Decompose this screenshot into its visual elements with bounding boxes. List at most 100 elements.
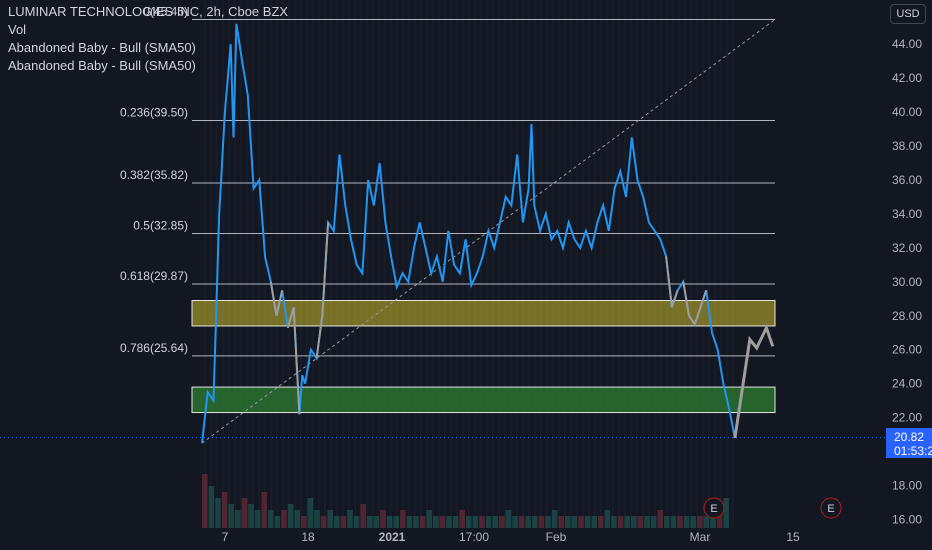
volume-bar: [485, 516, 492, 528]
volume-bar: [512, 516, 518, 528]
chart-title: LUMINAR TECHNOLOGIES INC, 2h, Cboe BZX: [8, 4, 289, 19]
volume-bar: [532, 516, 538, 528]
volume-bar: [631, 516, 637, 528]
last-price-value: 20.82: [894, 430, 925, 444]
volume-bar: [320, 516, 327, 528]
volume-bar: [479, 516, 485, 528]
volume-bar: [710, 510, 716, 528]
volume-bar: [459, 510, 465, 528]
fib-retracement[interactable]: 0(45.45) 0.236(39.50) 0.382(35.82) 0.5(32.8…: [120, 5, 775, 357]
fib-level-label: 0.236(39.50): [120, 106, 188, 120]
projection-path[interactable]: [733, 323, 775, 439]
currency-button[interactable]: USD: [890, 4, 926, 24]
y-tick-label: 34.00: [892, 207, 922, 221]
volume-bar: [353, 516, 360, 528]
x-tick-label: 15: [786, 530, 800, 544]
volume-bar: [340, 516, 347, 528]
indicator-abandoned-baby-1[interactable]: Abandoned Baby - Bull (SMA50): [8, 40, 196, 55]
y-tick-label: 18.00: [892, 479, 922, 493]
volume-bar: [433, 516, 439, 528]
y-tick-label: 26.00: [892, 343, 922, 357]
volume-bar: [294, 510, 300, 528]
volume-bar: [413, 516, 419, 528]
volume-bar: [439, 516, 446, 528]
volume-bar: [690, 516, 696, 528]
volume-bar: [274, 516, 281, 528]
volume-bar: [472, 516, 479, 528]
x-tick-label: Feb: [546, 530, 567, 544]
volume-bar: [202, 474, 208, 528]
volume-bar: [558, 516, 564, 528]
volume-bar: [373, 516, 380, 528]
volume-bar: [551, 510, 558, 528]
volume-bar: [571, 516, 578, 528]
volume-bar: [518, 516, 525, 528]
volume-bar: [617, 516, 624, 528]
volume-bar: [670, 516, 677, 528]
earnings-marker[interactable]: [703, 497, 725, 519]
y-tick-label: 32.00: [892, 241, 922, 255]
volume-bar: [538, 516, 545, 528]
fib-level-label: 0.786(25.64): [120, 341, 188, 355]
earnings-marker[interactable]: [820, 497, 842, 519]
volume-bar: [380, 510, 386, 528]
x-tick-label: 18: [301, 530, 315, 544]
x-tick-label: 17:00: [459, 530, 489, 544]
volume-bar: [598, 516, 604, 528]
y-tick-label: 24.00: [892, 377, 922, 391]
indicator-vol[interactable]: Vol: [8, 22, 27, 37]
volume-bar: [327, 510, 333, 528]
x-axis[interactable]: 7 18 2021 17:00 Feb Mar 15: [222, 530, 800, 544]
volume-bar: [268, 510, 274, 528]
volume-bar: [334, 516, 340, 528]
y-tick-label: 16.00: [892, 513, 922, 527]
volume-bar: [525, 516, 531, 528]
volume-bar: [446, 516, 452, 528]
volume-bar: [386, 516, 393, 528]
last-price-tag: 20.82 01:53:2: [886, 428, 932, 458]
volume-bar: [452, 516, 459, 528]
volume-bar: [703, 516, 710, 528]
volume-bar: [611, 516, 617, 528]
volume-bar: [683, 516, 690, 528]
y-tick-label: 30.00: [892, 275, 922, 289]
volume-bar: [287, 504, 294, 528]
volume-bars: [202, 474, 729, 528]
volume-bar: [393, 516, 399, 528]
fib-level-label: 0.5(32.85): [133, 218, 188, 232]
volume-bar: [657, 510, 663, 528]
volume-bar: [307, 498, 314, 528]
volume-bar: [545, 516, 551, 528]
volume-bar: [208, 486, 215, 528]
volume-bar: [677, 516, 683, 528]
volume-bar: [584, 516, 591, 528]
volume-bar: [624, 516, 630, 528]
volume-bar: [241, 498, 248, 528]
x-tick-label: 2021: [379, 530, 406, 544]
volume-bar: [406, 516, 413, 528]
y-tick-label: 44.00: [892, 37, 922, 51]
volume-bar: [254, 510, 261, 528]
x-tick-label: 7: [222, 530, 229, 544]
x-tick-label: Mar: [690, 530, 711, 544]
volume-bar: [604, 510, 611, 528]
volume-bar: [492, 516, 498, 528]
indicator-abandoned-baby-2[interactable]: Abandoned Baby - Bull (SMA50): [8, 58, 196, 73]
y-tick-label: 42.00: [892, 71, 922, 85]
price-line-highlight: [269, 222, 708, 415]
volume-bar: [723, 498, 729, 528]
volume-bar: [215, 498, 221, 528]
volume-bar: [664, 516, 670, 528]
volume-bar: [499, 516, 505, 528]
volume-bar: [221, 492, 228, 528]
bar-countdown: 01:53:2: [894, 444, 932, 458]
volume-bar: [426, 510, 432, 528]
y-tick-label: 22.00: [892, 411, 922, 425]
volume-bar: [261, 492, 267, 528]
earnings-marker-label: E: [710, 503, 717, 515]
support-zone[interactable]: [191, 386, 776, 414]
fib-level-label: 0.618(29.87): [120, 269, 188, 283]
volume-bar: [314, 510, 320, 528]
